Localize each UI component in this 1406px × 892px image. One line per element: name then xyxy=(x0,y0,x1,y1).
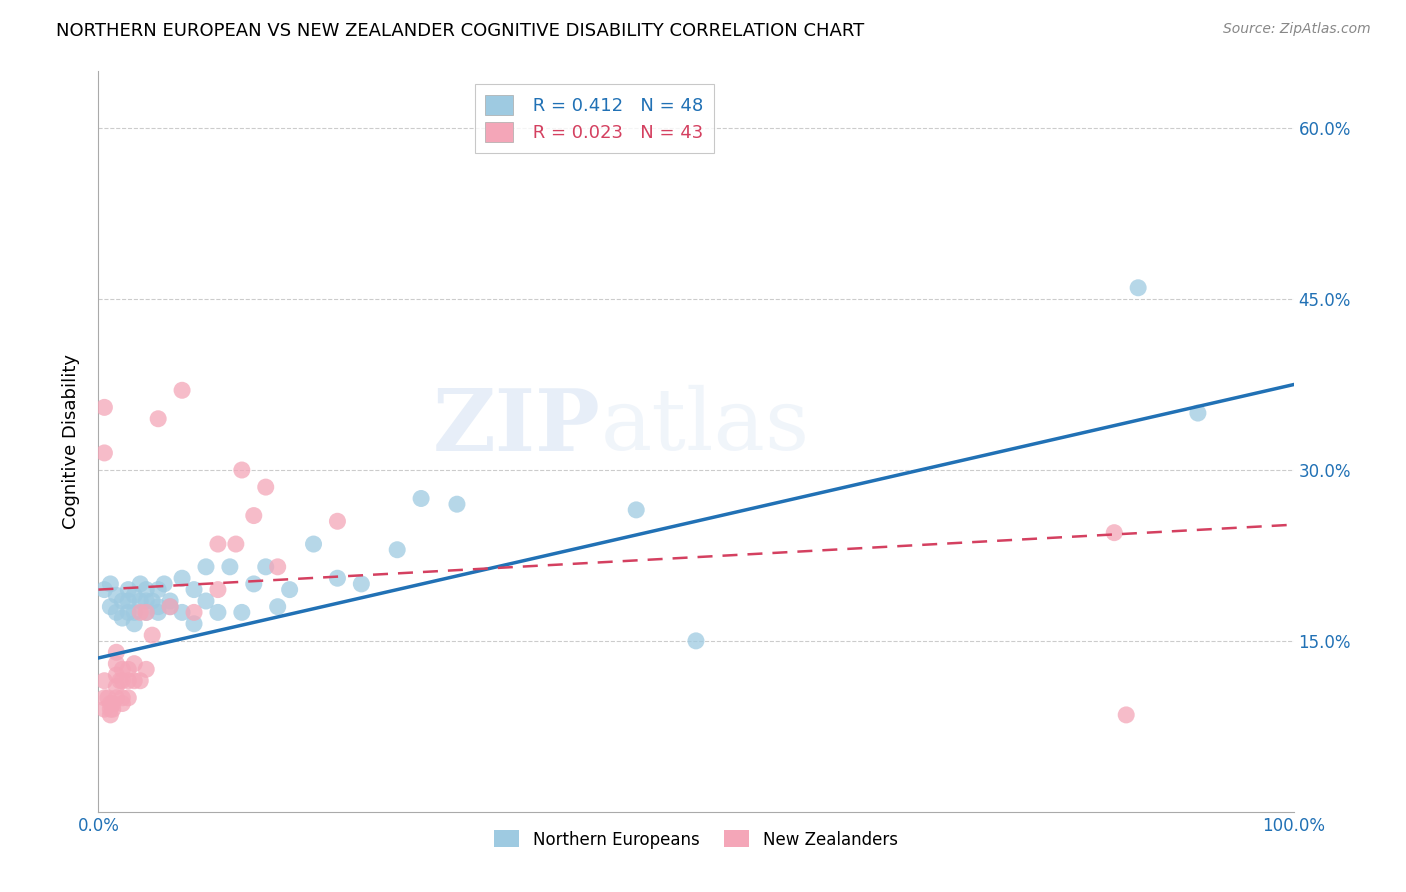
Point xyxy=(111,697,134,711)
Point xyxy=(124,657,146,671)
Point xyxy=(105,606,128,620)
Point xyxy=(117,690,139,705)
Point xyxy=(254,559,277,574)
Point xyxy=(93,702,115,716)
Point xyxy=(1128,281,1150,295)
Point xyxy=(446,497,468,511)
Point xyxy=(117,662,139,676)
Point xyxy=(183,582,205,597)
Point xyxy=(225,537,247,551)
Text: NORTHERN EUROPEAN VS NEW ZEALANDER COGNITIVE DISABILITY CORRELATION CHART: NORTHERN EUROPEAN VS NEW ZEALANDER COGNI… xyxy=(56,22,865,40)
Point xyxy=(183,606,205,620)
Point xyxy=(111,662,134,676)
Point xyxy=(141,594,163,608)
Point xyxy=(148,411,170,425)
Point xyxy=(101,702,124,716)
Point xyxy=(98,702,122,716)
Point xyxy=(172,384,194,398)
Point xyxy=(98,697,122,711)
Point xyxy=(111,594,134,608)
Point xyxy=(1187,406,1209,420)
Point xyxy=(105,668,128,682)
Point xyxy=(135,606,157,620)
Point xyxy=(626,503,648,517)
Point xyxy=(153,577,176,591)
Point xyxy=(98,707,122,722)
Point xyxy=(93,690,115,705)
Point xyxy=(148,582,170,597)
Point xyxy=(93,582,115,597)
Point xyxy=(117,673,139,688)
Point xyxy=(117,582,139,597)
Point xyxy=(97,690,120,705)
Point xyxy=(195,594,218,608)
Point xyxy=(219,559,242,574)
Point xyxy=(183,616,205,631)
Point xyxy=(105,680,128,694)
Text: Source: ZipAtlas.com: Source: ZipAtlas.com xyxy=(1223,22,1371,37)
Point xyxy=(172,606,194,620)
Point xyxy=(105,657,128,671)
Point xyxy=(93,401,115,415)
Point xyxy=(350,577,373,591)
Point xyxy=(172,571,194,585)
Point xyxy=(111,673,134,688)
Point xyxy=(98,577,122,591)
Point xyxy=(93,673,115,688)
Text: atlas: atlas xyxy=(600,385,810,468)
Point xyxy=(124,606,146,620)
Point xyxy=(326,514,349,528)
Point xyxy=(129,594,152,608)
Point xyxy=(159,594,181,608)
Point xyxy=(141,628,163,642)
Point xyxy=(135,594,157,608)
Y-axis label: Cognitive Disability: Cognitive Disability xyxy=(62,354,80,529)
Point xyxy=(101,697,124,711)
Legend: Northern Europeans, New Zealanders: Northern Europeans, New Zealanders xyxy=(488,823,904,855)
Point xyxy=(111,611,134,625)
Point xyxy=(243,508,266,523)
Point xyxy=(207,582,229,597)
Point xyxy=(385,542,409,557)
Point xyxy=(267,599,290,614)
Point xyxy=(135,662,157,676)
Point xyxy=(124,588,146,602)
Point xyxy=(207,537,229,551)
Point xyxy=(267,559,290,574)
Point xyxy=(195,559,218,574)
Point xyxy=(159,599,181,614)
Point xyxy=(326,571,349,585)
Point xyxy=(254,480,277,494)
Point xyxy=(231,463,253,477)
Point xyxy=(124,673,146,688)
Point xyxy=(148,606,170,620)
Point xyxy=(135,582,157,597)
Point xyxy=(207,606,229,620)
Point xyxy=(411,491,433,506)
Point xyxy=(159,599,181,614)
Point xyxy=(243,577,266,591)
Point xyxy=(129,606,152,620)
Point xyxy=(111,690,134,705)
Point xyxy=(278,582,301,597)
Point xyxy=(105,588,128,602)
Point xyxy=(105,690,128,705)
Point xyxy=(302,537,325,551)
Point xyxy=(98,599,122,614)
Point xyxy=(685,633,707,648)
Point xyxy=(129,673,152,688)
Point xyxy=(124,616,146,631)
Point xyxy=(231,606,253,620)
Point xyxy=(117,594,139,608)
Point xyxy=(105,645,128,659)
Point xyxy=(1115,707,1137,722)
Point xyxy=(1104,525,1126,540)
Text: ZIP: ZIP xyxy=(433,384,600,468)
Point xyxy=(129,577,152,591)
Point xyxy=(135,606,157,620)
Point xyxy=(117,606,139,620)
Point xyxy=(148,599,170,614)
Point xyxy=(93,446,115,460)
Point xyxy=(108,673,131,688)
